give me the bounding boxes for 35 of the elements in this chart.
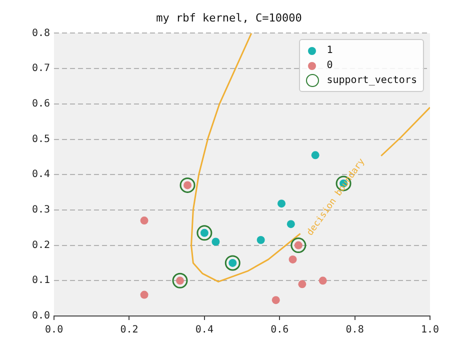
y-tick-label: 0.0	[32, 310, 50, 322]
point	[290, 238, 306, 254]
point	[286, 220, 295, 228]
point	[224, 255, 240, 271]
y-tick-label: 0.4	[32, 169, 50, 180]
point	[172, 272, 188, 288]
point	[272, 296, 280, 304]
point	[278, 200, 286, 208]
x-tick-label: 0.8	[346, 324, 364, 336]
point	[196, 225, 212, 241]
point	[212, 238, 220, 246]
x-tick-label: 0.0	[45, 324, 64, 336]
y-tick-label: 0.1	[32, 275, 50, 286]
y-tick-label: 0.7	[32, 63, 50, 74]
y-tick-label: 0.5	[32, 134, 50, 145]
legend-label: 0	[326, 60, 333, 72]
y-tick-label: 0.6	[32, 98, 50, 110]
y-tick-label: 0.2	[32, 240, 50, 251]
point	[180, 177, 196, 193]
y-tick-label: 0.8	[32, 28, 50, 39]
point	[318, 276, 327, 285]
point	[298, 280, 306, 288]
y-tick-label: 0.3	[32, 204, 50, 216]
chart-title: my rbf kernel, C=10000	[156, 11, 302, 24]
legend-label: 1	[326, 45, 333, 56]
point	[288, 255, 297, 264]
point	[140, 216, 148, 225]
point	[311, 151, 320, 160]
legend-label: support_vectors	[326, 75, 417, 86]
point	[140, 290, 148, 299]
x-tick-label: 0.6	[270, 324, 289, 336]
x-tick-label: 0.2	[120, 324, 138, 336]
point	[256, 236, 265, 244]
x-tick-label: 1.0	[420, 324, 440, 336]
x-tick-label: 0.4	[195, 324, 214, 336]
